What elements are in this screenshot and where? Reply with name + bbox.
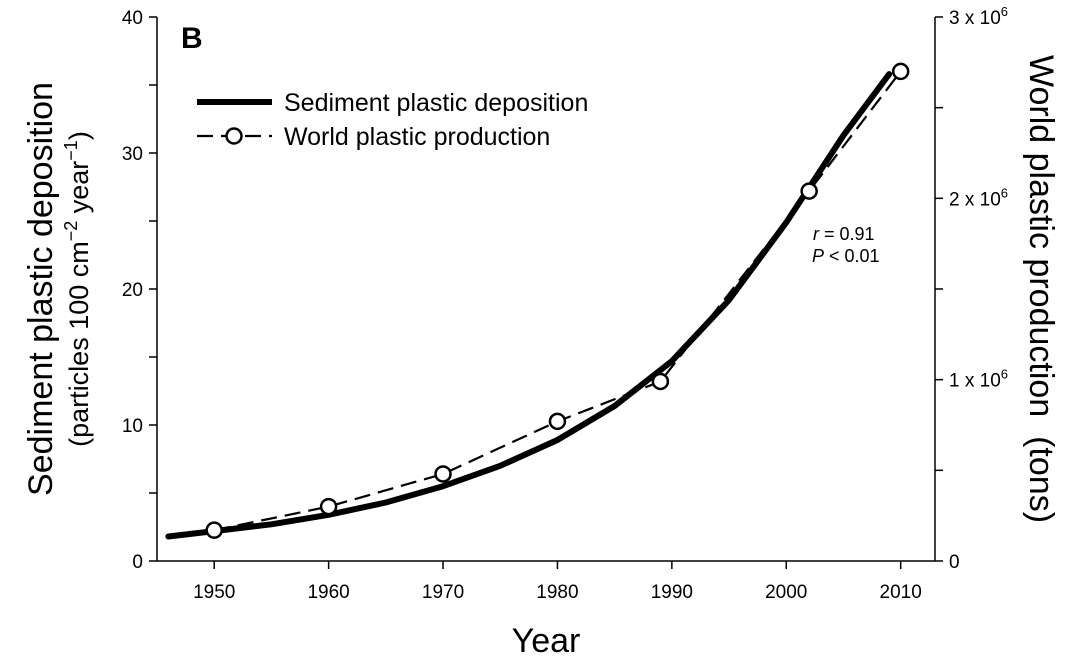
left-y-tick-label: 40 — [122, 8, 143, 29]
series-points-world-plastic-production — [205, 62, 910, 539]
right-y-tick-label: 2 x 106 — [949, 185, 1008, 210]
series-line-sediment-plastic-deposition — [165, 71, 893, 540]
stats-annotation: r = 0.91 P < 0.01 — [812, 224, 880, 266]
right-y-tick-label: 0 — [949, 552, 960, 573]
left-y-tick-label: 10 — [122, 416, 143, 437]
left-axis-title-line1: Sediment plastic deposition — [22, 82, 60, 496]
x-tick-label: 1950 — [193, 582, 235, 603]
x-axis-title: Year — [512, 622, 581, 660]
svg-text:P < 0.01: P < 0.01 — [812, 246, 880, 266]
production-point — [891, 62, 910, 81]
production-point — [319, 497, 338, 516]
left-y-tick-label: 30 — [122, 144, 143, 165]
left-axis-unit-sup2: −1 — [61, 140, 81, 161]
x-tick-label: 1970 — [422, 582, 464, 603]
right-y-tick-base: 2 x 10 — [949, 189, 1001, 210]
stat-r-label: r — [813, 224, 820, 244]
left-axis-title: Sediment plastic deposition — [22, 82, 60, 496]
stat-r-value: = 0.91 — [819, 224, 875, 244]
legend-label-sediment: Sediment plastic deposition — [284, 89, 588, 117]
legend-label-production: World plastic production — [284, 123, 550, 151]
right-y-tick-exponent: 6 — [1001, 4, 1008, 19]
right-y-tick-base: 3 x 10 — [949, 8, 1001, 29]
left-axis-unit-sup1: −2 — [61, 221, 81, 242]
x-tick-label: 1980 — [536, 582, 578, 603]
x-axis-ticks: 1950 1960 1970 1980 1990 2000 2010 — [193, 561, 922, 603]
legend: Sediment plastic deposition World plasti… — [197, 89, 588, 151]
production-point — [548, 412, 567, 431]
right-y-tick-exponent: 6 — [1001, 185, 1008, 200]
panel-label: B — [181, 22, 203, 55]
right-y-tick-label: 3 x 106 — [949, 4, 1008, 29]
right-y-tick-exponent: 6 — [1001, 367, 1008, 382]
right-y-tick-value: 0 — [949, 552, 960, 573]
stat-p-label: P — [812, 246, 824, 266]
svg-text:r = 0.91: r = 0.91 — [813, 224, 875, 244]
left-axis-unit-post: ) — [64, 131, 94, 140]
production-point — [800, 182, 818, 200]
production-point — [651, 372, 670, 391]
left-y-tick-label: 0 — [132, 552, 143, 573]
x-tick-label: 1990 — [651, 582, 693, 603]
x-tick-label: 1960 — [307, 582, 349, 603]
right-axis-title: World plastic production (tons) — [1022, 55, 1060, 523]
production-point — [205, 521, 223, 539]
left-y-tick-label: 20 — [122, 280, 143, 301]
right-axis-title-text: World plastic production (tons) — [1022, 55, 1060, 523]
x-tick-label: 2010 — [880, 582, 922, 603]
left-axis-unit-pre: (particles 100 cm — [64, 241, 94, 447]
legend-swatch-production-marker — [225, 127, 243, 145]
right-y-tick-base: 1 x 10 — [949, 371, 1001, 392]
stat-p-value: < 0.01 — [824, 246, 880, 266]
left-axis-subtitle: (particles 100 cm−2 year−1) — [61, 131, 94, 447]
x-tick-label: 2000 — [765, 582, 807, 603]
production-point — [434, 465, 452, 483]
svg-text:(particles 100 cm−2 year−1): (particles 100 cm−2 year−1) — [61, 131, 94, 447]
right-y-tick-label: 1 x 106 — [949, 367, 1008, 392]
left-y-axis-ticks: 0 10 20 30 40 — [122, 8, 157, 573]
left-axis-unit-mid: year — [64, 161, 94, 221]
